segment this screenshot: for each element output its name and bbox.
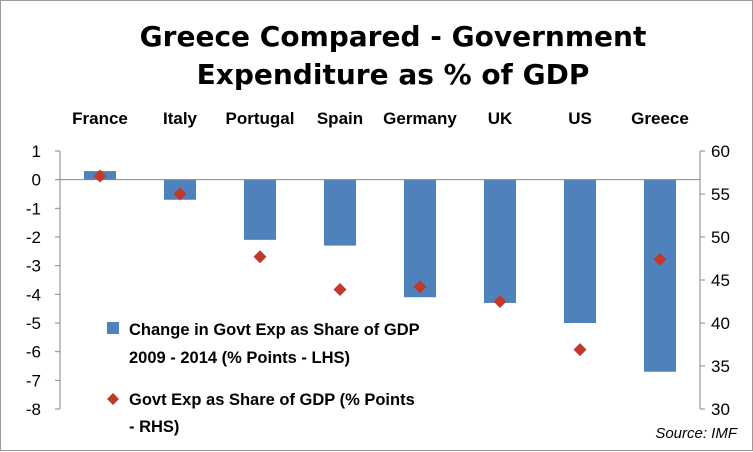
legend-diamond-label-line-2: - RHS)	[129, 418, 179, 436]
legend-bar-label-line-2: 2009 - 2014 (% Points - LHS)	[129, 349, 350, 367]
right-tick-label: 30	[711, 400, 730, 419]
legend: Change in Govt Exp as Share of GDP 2009 …	[107, 321, 420, 436]
right-tick-label: 50	[711, 228, 730, 247]
right-tick-label: 35	[711, 357, 730, 376]
diamond-italy	[173, 187, 187, 201]
left-tick-label: -3	[26, 257, 41, 276]
diamond-uk	[493, 295, 507, 308]
category-label: US	[568, 109, 592, 128]
left-tick-label: -7	[26, 371, 41, 390]
left-tick-label: -6	[26, 343, 41, 362]
category-label: France	[72, 109, 128, 128]
right-axis-ticks: 60 55 50 45 40 35 30	[700, 142, 730, 419]
diamond-portugal	[253, 250, 267, 264]
legend-diamond-label-line-1: Govt Exp as Share of GDP (% Points	[129, 391, 415, 409]
legend-bar-label-line-1: Change in Govt Exp as Share of GDP	[129, 321, 420, 339]
category-label: Spain	[317, 109, 363, 128]
diamond-france	[93, 169, 107, 183]
diamond-series	[93, 169, 667, 357]
category-label: Greece	[631, 109, 689, 128]
left-tick-label: 1	[32, 142, 41, 161]
category-label: Germany	[383, 109, 457, 128]
chart-title-line-2: Expenditure as % of GDP	[197, 58, 590, 91]
right-tick-label: 60	[711, 142, 730, 161]
left-tick-label: -1	[26, 199, 41, 218]
left-tick-label: -4	[26, 285, 41, 304]
diamond-spain	[333, 282, 347, 296]
bar-portugal	[244, 179, 276, 240]
left-tick-label: -2	[26, 228, 41, 247]
legend-diamond-swatch	[107, 393, 119, 405]
category-label: Portugal	[226, 109, 295, 128]
bar-greece	[644, 179, 676, 372]
category-labels: France Italy Portugal Spain Germany UK US Greec…	[72, 109, 689, 128]
right-tick-label: 45	[711, 271, 730, 290]
bar-germany	[404, 179, 436, 298]
category-label: UK	[488, 109, 513, 128]
right-tick-label: 55	[711, 185, 730, 204]
bar-spain	[324, 179, 356, 246]
category-label: Italy	[163, 109, 198, 128]
left-axis-ticks: 1 0 -1 -2 -3 -4 -5 -6 -7 -8	[26, 142, 60, 419]
diamond-germany	[413, 280, 427, 294]
left-tick-label: 0	[32, 171, 41, 190]
right-tick-label: 40	[711, 314, 730, 333]
bar-uk	[484, 179, 516, 303]
bar-us	[564, 179, 596, 323]
diamond-us	[573, 343, 587, 357]
bar-series	[84, 171, 676, 372]
left-tick-label: -8	[26, 400, 41, 419]
legend-bar-swatch	[107, 322, 119, 334]
chart-title-line-1: Greece Compared - Government	[140, 20, 647, 53]
left-tick-label: -5	[26, 314, 41, 333]
source-note: Source: IMF	[655, 425, 738, 442]
